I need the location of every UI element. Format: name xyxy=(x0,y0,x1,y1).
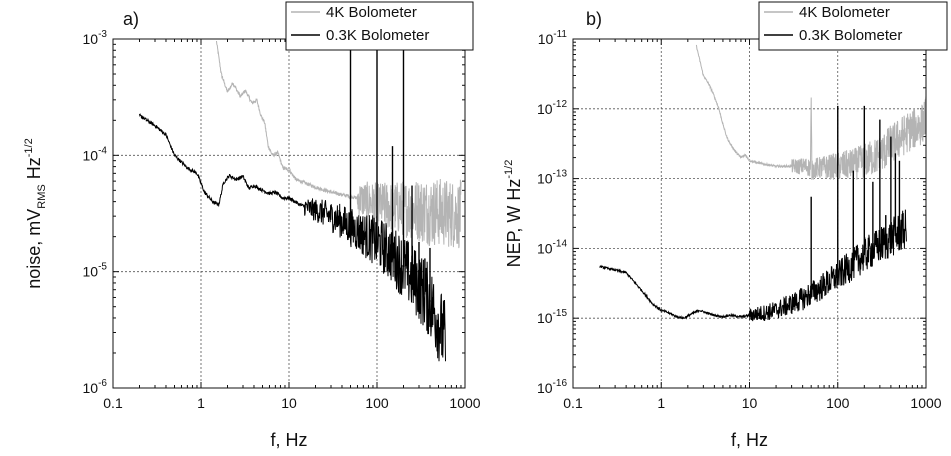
panel-a-y-label-sup: -1/2 xyxy=(23,138,35,157)
panel-a-legend: 4K Bolometer 0.3K Bolometer xyxy=(285,1,474,51)
y-tick-exp: -11 xyxy=(553,29,567,40)
panel-a-series xyxy=(139,40,462,362)
panel-a-legend-03k-label: 0.3K Bolometer xyxy=(326,27,429,44)
panel-b-legend-4k-label: 4K Bolometer xyxy=(799,4,890,21)
y-tick-exp: -12 xyxy=(553,99,568,110)
x-tick-label: 100 xyxy=(826,395,850,411)
y-tick-exp: -13 xyxy=(553,169,568,180)
x-tick-label: 0.1 xyxy=(103,395,123,411)
series-line xyxy=(599,209,907,322)
y-tick-base: 10 xyxy=(537,240,553,256)
panel-b-y-axis-label: NEP, W Hz-1/2 xyxy=(503,160,524,268)
y-tick-label: 10-6 xyxy=(83,378,108,396)
panel-b-y-label-sup: -1/2 xyxy=(503,160,515,179)
y-tick-label: 10-15 xyxy=(537,308,567,326)
y-tick-base: 10 xyxy=(83,147,99,163)
panel-b-legend: 4K Bolometer 0.3K Bolometer xyxy=(758,1,948,51)
panel-a-label: a) xyxy=(123,9,139,29)
y-tick-base: 10 xyxy=(537,380,553,396)
panel-b-y-label-main: NEP, W Hz xyxy=(504,179,524,268)
y-tick-label: 10-14 xyxy=(537,238,567,256)
y-tick-exp: -14 xyxy=(553,238,568,249)
panel-b-legend-box xyxy=(758,1,948,51)
y-tick-exp: -3 xyxy=(98,29,107,40)
y-tick-label: 10-11 xyxy=(538,29,568,47)
x-tick-label: 10 xyxy=(742,395,758,411)
y-tick-exp: -16 xyxy=(553,378,568,389)
x-tick-label: 1 xyxy=(657,395,665,411)
y-tick-base: 10 xyxy=(537,171,553,187)
panel-b-x-axis-label: f, Hz xyxy=(731,430,768,450)
y-tick-base: 10 xyxy=(537,310,553,326)
panel-a: 0.1 1 10 100 1000 10-610-510-410-3 4K Bolome… xyxy=(23,1,481,450)
panel-b: 0.1 1 10 100 1000 10-1610-1510-1410-1310-121… xyxy=(503,1,948,450)
panel-a-y-label-sub: RMS xyxy=(36,184,48,208)
y-tick-base: 10 xyxy=(83,380,99,396)
y-tick-exp: -15 xyxy=(553,308,568,319)
y-tick-label: 10-12 xyxy=(537,99,567,117)
y-tick-base: 10 xyxy=(83,264,99,280)
panel-b-label: b) xyxy=(586,9,602,29)
panel-b-x-ticks: 0.1 1 10 100 1000 xyxy=(563,39,942,411)
y-tick-exp: -6 xyxy=(98,378,107,389)
panel-a-legend-box xyxy=(285,1,474,51)
series-line xyxy=(695,44,927,180)
y-tick-base: 10 xyxy=(83,31,99,47)
panel-a-x-ticks: 0.1 1 10 100 1000 xyxy=(103,39,481,411)
y-tick-label: 10-3 xyxy=(83,29,108,47)
panel-a-y-label-main: noise, mV xyxy=(24,209,44,289)
panel-a-grid xyxy=(113,39,465,388)
panel-a-y-axis-label: noise, mVRMS Hz-1/2 xyxy=(23,138,48,288)
y-tick-label: 10-16 xyxy=(537,378,567,396)
x-tick-label: 0.1 xyxy=(563,395,583,411)
series-line xyxy=(139,113,446,362)
panel-b-legend-03k-label: 0.3K Bolometer xyxy=(799,27,902,44)
x-tick-label: 100 xyxy=(365,395,389,411)
y-tick-base: 10 xyxy=(538,31,554,47)
x-tick-label: 10 xyxy=(281,395,297,411)
panel-a-legend-4k-label: 4K Bolometer xyxy=(326,4,417,21)
x-tick-label: 1000 xyxy=(910,395,941,411)
panel-b-plot-frame xyxy=(572,38,927,389)
series-line xyxy=(216,40,462,249)
panel-a-x-axis-label: f, Hz xyxy=(270,430,307,450)
panel-a-y-label-unit: Hz xyxy=(24,157,44,184)
y-tick-label: 10-13 xyxy=(537,169,567,187)
y-tick-exp: -5 xyxy=(98,262,107,273)
panel-b-series xyxy=(599,44,927,322)
y-tick-label: 10-4 xyxy=(83,145,108,163)
x-tick-label: 1 xyxy=(197,395,205,411)
x-tick-label: 1000 xyxy=(449,395,480,411)
y-tick-label: 10-5 xyxy=(83,262,108,280)
y-tick-exp: -4 xyxy=(98,145,107,156)
y-tick-base: 10 xyxy=(537,101,553,117)
